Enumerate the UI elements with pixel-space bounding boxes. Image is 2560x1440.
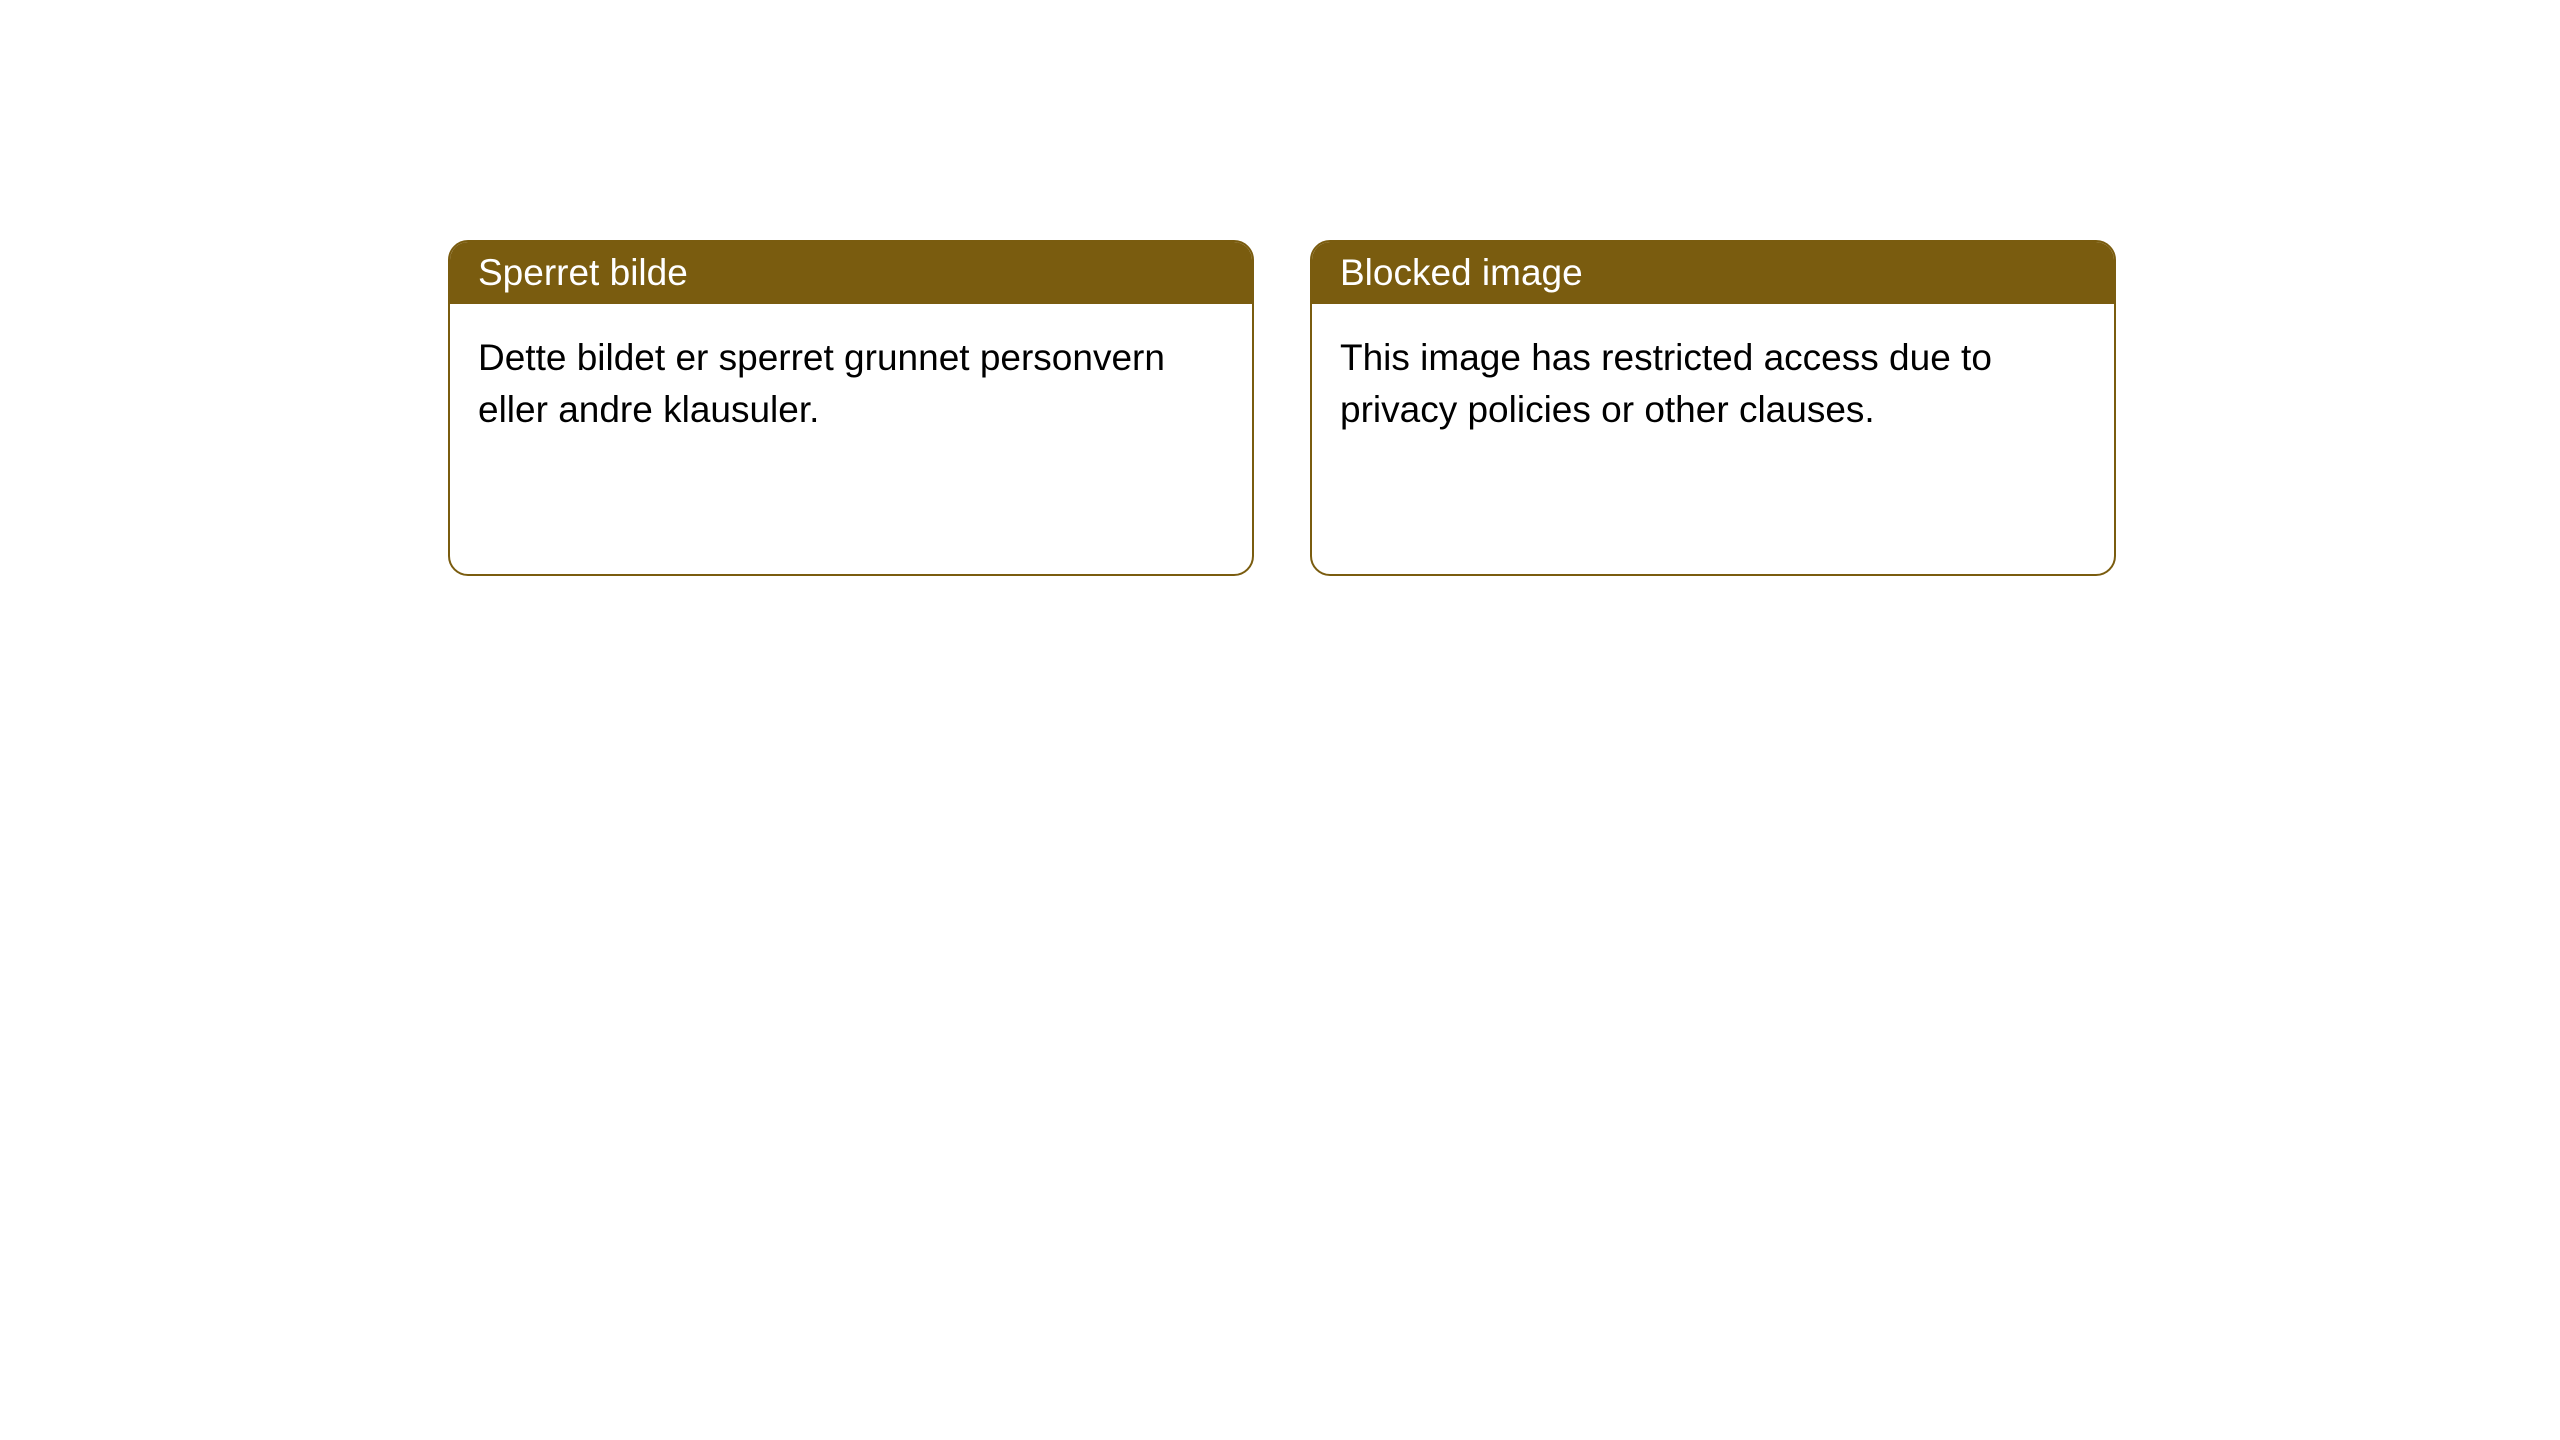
notice-body: Dette bildet er sperret grunnet personve… [450,304,1252,464]
notice-body: This image has restricted access due to … [1312,304,2114,464]
notice-container: Sperret bilde Dette bildet er sperret gr… [0,0,2560,576]
notice-card-norwegian: Sperret bilde Dette bildet er sperret gr… [448,240,1254,576]
notice-card-english: Blocked image This image has restricted … [1310,240,2116,576]
notice-header: Blocked image [1312,242,2114,304]
notice-header: Sperret bilde [450,242,1252,304]
